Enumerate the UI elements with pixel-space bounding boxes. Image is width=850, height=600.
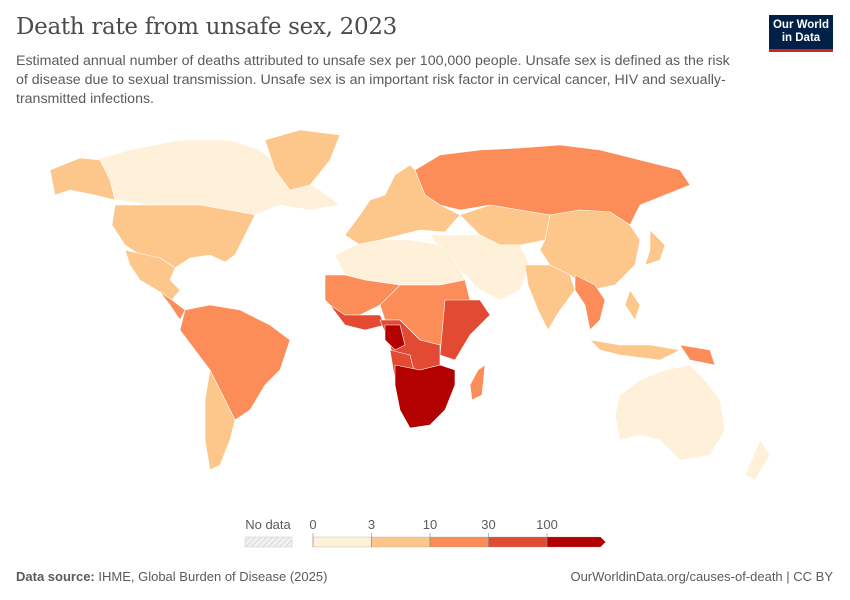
legend-bin-0 [312, 536, 372, 548]
logo-line2: in Data [781, 32, 821, 44]
chart-subtitle: Estimated annual number of deaths attrib… [16, 53, 730, 107]
legend-bin-3 [488, 536, 548, 548]
legend-no-data-label: No data [245, 517, 291, 532]
region-southern-cone[interactable] [204, 369, 236, 471]
legend-bin-1 [371, 536, 431, 548]
region-australia[interactable] [614, 364, 726, 461]
region-southern-africa[interactable] [394, 364, 456, 429]
region-east-africa[interactable] [439, 299, 491, 361]
chart-title: Death rate from unsafe sex, 2023 [16, 14, 397, 40]
legend-tick-label: 0 [309, 517, 316, 532]
legend-tick-label: 10 [423, 517, 437, 532]
legend-tick-label: 30 [481, 517, 495, 532]
region-china[interactable] [539, 209, 641, 291]
region-madagascar[interactable] [469, 364, 486, 401]
region-indonesia[interactable] [589, 339, 681, 361]
region-japan[interactable] [644, 229, 666, 266]
logo-line1: Our World [772, 19, 829, 31]
legend-bin-2 [429, 536, 489, 548]
region-canada[interactable] [94, 139, 341, 216]
region-alaska[interactable] [49, 157, 116, 201]
data-source-label: Data source: [16, 569, 95, 584]
region-philippines[interactable] [624, 289, 641, 321]
data-source-text: IHME, Global Burden of Disease (2025) [98, 569, 328, 584]
legend-tick-label: 3 [368, 517, 375, 532]
world-map[interactable] [0, 120, 850, 505]
region-mexico[interactable] [124, 249, 181, 301]
region-papua-new-guinea[interactable] [679, 344, 716, 366]
region-united-states[interactable] [111, 204, 256, 269]
source-url-link[interactable]: OurWorldinData.org/causes-of-death | CC … [570, 569, 833, 584]
region-gabon-and-congo[interactable] [384, 324, 406, 351]
data-source: Data source: IHME, Global Burden of Dise… [16, 569, 327, 584]
map-legend: No data 0 3 10 30 100 [244, 517, 606, 548]
legend-no-data-swatch [244, 536, 293, 548]
region-india[interactable] [524, 264, 576, 331]
owid-logo[interactable]: Our World in Data [769, 15, 833, 52]
region-greenland[interactable] [264, 129, 341, 191]
legend-bin-4 [546, 536, 606, 548]
region-brazil-and-northern-south-america[interactable] [179, 304, 291, 421]
legend-tick-label: 100 [536, 517, 558, 532]
region-russia[interactable] [414, 144, 691, 226]
region-southeast-asia-mainland[interactable] [574, 274, 606, 331]
region-central-america[interactable] [159, 291, 186, 321]
region-new-zealand[interactable] [744, 439, 771, 481]
